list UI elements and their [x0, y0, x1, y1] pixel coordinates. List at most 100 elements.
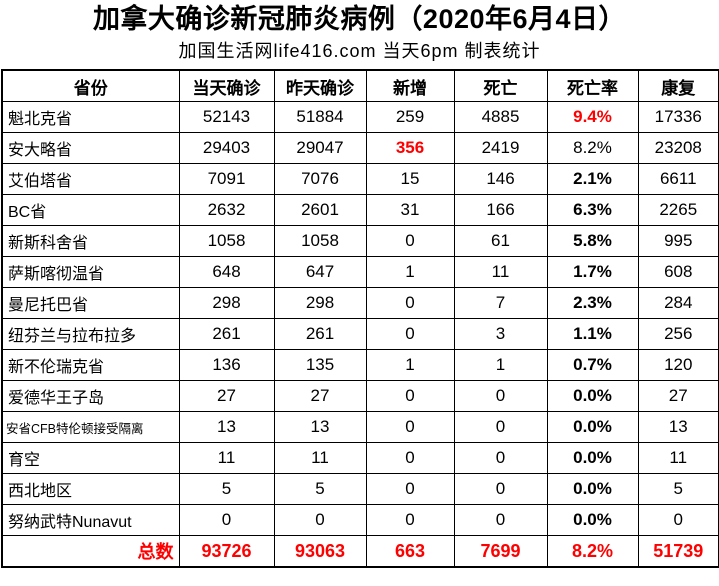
new_cases-cell: 0 — [365, 225, 455, 257]
recovered-cell: 51739 — [637, 535, 719, 568]
recovered-cell: 27 — [637, 380, 719, 412]
deaths-cell: 61 — [453, 225, 548, 257]
deaths-cell: 0 — [453, 411, 548, 443]
page: 加拿大确诊新冠肺炎病例（2020年6月4日） 加国生活网life416.com … — [0, 3, 719, 568]
province-cell: 纽芬兰与拉布拉多 — [1, 318, 180, 350]
death_rate-cell: 0.7% — [546, 349, 639, 381]
new_cases-cell: 0 — [365, 318, 455, 350]
death_rate-cell: 0.0% — [546, 442, 639, 474]
column-header-recovered: 康复 — [637, 69, 719, 102]
table-row: 艾伯塔省 7091 7076 15 146 2.1% 6611 — [1, 163, 719, 195]
new_cases-cell: 356 — [365, 132, 455, 164]
recovered-cell: 608 — [637, 256, 719, 288]
province-cell: 艾伯塔省 — [1, 163, 180, 195]
table-row: 新不伦瑞克省 136 135 1 1 0.7% 120 — [1, 349, 719, 381]
recovered-cell: 6611 — [637, 163, 719, 195]
death_rate-cell: 6.3% — [546, 194, 639, 226]
today-cell: 261 — [178, 318, 275, 350]
yesterday-cell: 93063 — [273, 535, 367, 568]
recovered-cell: 995 — [637, 225, 719, 257]
yesterday-cell: 7076 — [273, 163, 367, 195]
today-cell: 13 — [178, 411, 275, 443]
deaths-cell: 4885 — [453, 101, 548, 133]
new_cases-cell: 15 — [365, 163, 455, 195]
new_cases-cell: 0 — [365, 411, 455, 443]
table-row: 新斯科舍省 1058 1058 0 61 5.8% 995 — [1, 225, 719, 257]
province-cell: 安省CFB特伦顿接受隔离 — [1, 411, 180, 443]
column-header-deaths: 死亡 — [453, 69, 548, 102]
covid-cases-table: 省份 当天确诊 昨天确诊 新增 死亡 死亡率 康复 魁北克省 52143 51884 259 488… — [1, 69, 719, 568]
today-cell: 648 — [178, 256, 275, 288]
table-row: 魁北克省 52143 51884 259 4885 9.4% 17336 — [1, 101, 719, 133]
recovered-cell: 11 — [637, 442, 719, 474]
deaths-cell: 166 — [453, 194, 548, 226]
recovered-cell: 0 — [637, 504, 719, 536]
table-row: 爱德华王子岛 27 27 0 0 0.0% 27 — [1, 380, 719, 412]
death_rate-cell: 2.3% — [546, 287, 639, 319]
column-header-new_cases: 新增 — [365, 69, 455, 102]
province-cell: 魁北克省 — [1, 101, 180, 133]
recovered-cell: 120 — [637, 349, 719, 381]
yesterday-cell: 647 — [273, 256, 367, 288]
deaths-cell: 7699 — [453, 535, 548, 568]
table-row: 育空 11 11 0 0 0.0% 11 — [1, 442, 719, 474]
death_rate-cell: 0.0% — [546, 504, 639, 536]
column-header-death_rate: 死亡率 — [546, 69, 639, 102]
deaths-cell: 0 — [453, 380, 548, 412]
today-cell: 93726 — [178, 535, 275, 568]
table-row: 安大略省 29403 29047 356 2419 8.2% 23208 — [1, 132, 719, 164]
table-row: 安省CFB特伦顿接受隔离 13 13 0 0 0.0% 13 — [1, 411, 719, 443]
yesterday-cell: 2601 — [273, 194, 367, 226]
today-cell: 136 — [178, 349, 275, 381]
death_rate-cell: 8.2% — [546, 132, 639, 164]
deaths-cell: 11 — [453, 256, 548, 288]
total-row: 总数 93726 93063 663 7699 8.2% 51739 — [1, 535, 719, 568]
yesterday-cell: 261 — [273, 318, 367, 350]
province-cell: 新斯科舍省 — [1, 225, 180, 257]
table-row: 西北地区 5 5 0 0 0.0% 5 — [1, 473, 719, 505]
deaths-cell: 1 — [453, 349, 548, 381]
recovered-cell: 284 — [637, 287, 719, 319]
yesterday-cell: 27 — [273, 380, 367, 412]
recovered-cell: 13 — [637, 411, 719, 443]
new_cases-cell: 0 — [365, 473, 455, 505]
table-header-row: 省份 当天确诊 昨天确诊 新增 死亡 死亡率 康复 — [1, 69, 719, 102]
today-cell: 2632 — [178, 194, 275, 226]
yesterday-cell: 0 — [273, 504, 367, 536]
table-row: 努纳武特Nunavut 0 0 0 0 0.0% 0 — [1, 504, 719, 536]
new_cases-cell: 259 — [365, 101, 455, 133]
deaths-cell: 0 — [453, 473, 548, 505]
today-cell: 11 — [178, 442, 275, 474]
table-row: 曼尼托巴省 298 298 0 7 2.3% 284 — [1, 287, 719, 319]
today-cell: 5 — [178, 473, 275, 505]
new_cases-cell: 1 — [365, 256, 455, 288]
deaths-cell: 2419 — [453, 132, 548, 164]
death_rate-cell: 0.0% — [546, 473, 639, 505]
recovered-cell: 2265 — [637, 194, 719, 226]
today-cell: 7091 — [178, 163, 275, 195]
yesterday-cell: 29047 — [273, 132, 367, 164]
death_rate-cell: 5.8% — [546, 225, 639, 257]
yesterday-cell: 51884 — [273, 101, 367, 133]
province-cell: 曼尼托巴省 — [1, 287, 180, 319]
yesterday-cell: 5 — [273, 473, 367, 505]
province-cell: 安大略省 — [1, 132, 180, 164]
death_rate-cell: 1.1% — [546, 318, 639, 350]
today-cell: 27 — [178, 380, 275, 412]
recovered-cell: 256 — [637, 318, 719, 350]
column-header-today: 当天确诊 — [178, 69, 275, 102]
new_cases-cell: 0 — [365, 504, 455, 536]
column-header-province: 省份 — [1, 69, 180, 102]
table-row: BC省 2632 2601 31 166 6.3% 2265 — [1, 194, 719, 226]
deaths-cell: 0 — [453, 442, 548, 474]
table-row: 萨斯喀彻温省 648 647 1 11 1.7% 608 — [1, 256, 719, 288]
new_cases-cell: 0 — [365, 442, 455, 474]
table-row: 纽芬兰与拉布拉多 261 261 0 3 1.1% 256 — [1, 318, 719, 350]
today-cell: 1058 — [178, 225, 275, 257]
today-cell: 298 — [178, 287, 275, 319]
page-title: 加拿大确诊新冠肺炎病例（2020年6月4日） — [92, 4, 627, 34]
death_rate-cell: 2.1% — [546, 163, 639, 195]
deaths-cell: 7 — [453, 287, 548, 319]
today-cell: 29403 — [178, 132, 275, 164]
new_cases-cell: 663 — [365, 535, 455, 568]
